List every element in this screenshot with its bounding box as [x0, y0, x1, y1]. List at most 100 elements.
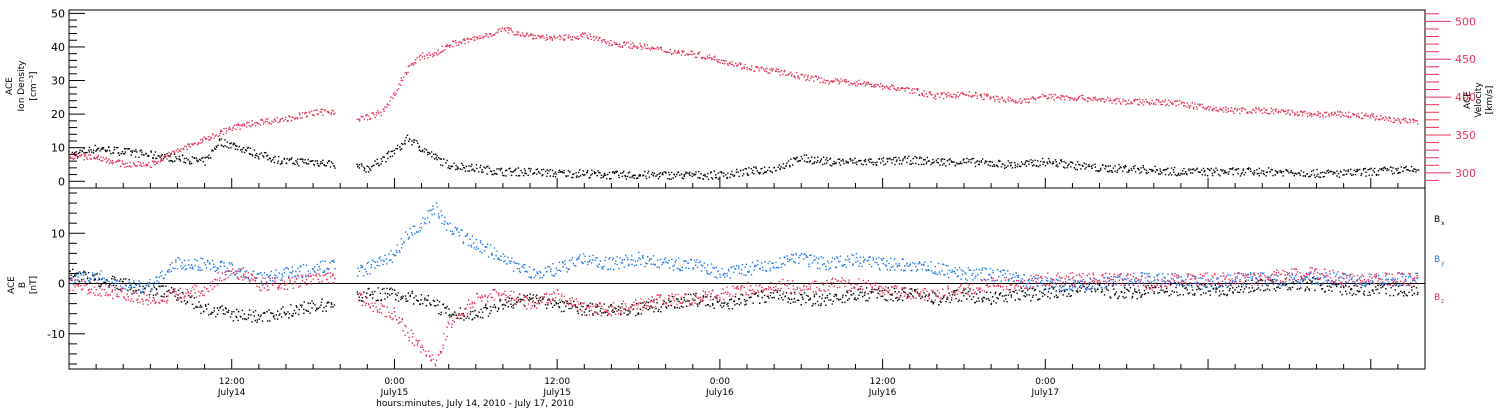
data-point: [442, 164, 444, 167]
data-point: [817, 156, 819, 158]
data-point: [91, 272, 94, 274]
data-point: [72, 268, 74, 271]
data-point: [835, 294, 837, 296]
data-point: [645, 307, 647, 310]
data-point: [1078, 286, 1081, 288]
data-point: [196, 159, 198, 161]
data-point: [1289, 113, 1291, 115]
data-point: [584, 173, 586, 176]
data-point: [811, 156, 813, 158]
data-point: [743, 274, 745, 276]
data-point: [980, 161, 983, 163]
data-point: [1306, 286, 1308, 288]
data-point: [962, 159, 964, 161]
data-point: [553, 36, 555, 38]
data-point: [111, 278, 113, 280]
data-point: [565, 175, 568, 178]
data-point: [147, 154, 150, 157]
data-point: [199, 304, 202, 307]
data-point: [299, 304, 302, 306]
data-point: [714, 296, 716, 298]
data-point: [411, 140, 413, 142]
data-point: [811, 262, 813, 264]
data-point: [112, 161, 115, 164]
data-point: [363, 169, 365, 172]
data-point: [786, 255, 788, 257]
data-point: [194, 265, 196, 267]
data-point: [677, 257, 680, 259]
data-point: [734, 295, 737, 298]
data-point: [798, 160, 800, 162]
data-point: [555, 173, 557, 175]
data-point: [314, 271, 316, 273]
data-point: [1174, 100, 1176, 102]
data-point: [386, 103, 388, 105]
data-point: [431, 213, 433, 216]
data-point: [1115, 291, 1118, 293]
data-point: [485, 306, 487, 309]
data-point: [1236, 168, 1238, 170]
data-point: [1395, 168, 1397, 170]
top-right-tick-label: 500: [1455, 15, 1476, 28]
data-point: [659, 46, 661, 49]
data-point: [1298, 172, 1300, 174]
data-point: [673, 264, 676, 266]
data-point: [937, 158, 939, 160]
data-point: [838, 158, 841, 160]
data-point: [207, 303, 210, 305]
data-point: [507, 32, 509, 34]
data-point: [148, 285, 150, 287]
data-point: [1308, 175, 1310, 178]
data-point: [132, 150, 134, 152]
data-point: [720, 59, 723, 61]
data-point: [501, 27, 503, 29]
data-point: [648, 259, 650, 262]
data-point: [779, 71, 781, 73]
data-point: [857, 83, 859, 85]
data-point: [730, 63, 732, 65]
data-point: [894, 291, 896, 293]
data-point: [702, 178, 705, 180]
data-point: [480, 37, 482, 39]
data-point: [312, 302, 315, 304]
data-point: [590, 262, 593, 264]
data-point: [272, 156, 275, 159]
data-point: [199, 306, 201, 308]
data-point: [307, 302, 309, 304]
data-point: [563, 169, 565, 172]
data-point: [249, 153, 251, 155]
data-point: [766, 67, 768, 70]
data-point: [500, 30, 502, 32]
data-point: [537, 34, 539, 37]
data-point: [1385, 288, 1387, 290]
data-point: [753, 269, 755, 271]
data-point: [243, 313, 246, 315]
data-point: [801, 253, 803, 255]
data-point: [1413, 292, 1415, 295]
data-point: [733, 271, 735, 273]
data-point: [608, 44, 610, 47]
data-point: [792, 254, 794, 256]
data-point: [1055, 165, 1057, 167]
data-point: [1101, 288, 1104, 291]
data-point: [815, 76, 817, 78]
data-point: [615, 260, 617, 262]
data-point: [768, 297, 770, 299]
data-point: [872, 291, 874, 293]
data-point: [491, 254, 494, 256]
data-point: [1058, 291, 1061, 293]
data-point: [1408, 291, 1410, 293]
data-point: [777, 68, 780, 71]
data-point: [383, 260, 385, 262]
data-point: [371, 291, 373, 293]
data-point: [1246, 112, 1248, 114]
data-point: [1134, 171, 1137, 173]
data-point: [772, 68, 774, 70]
data-point: [482, 171, 484, 173]
data-point: [428, 152, 430, 154]
data-point: [198, 301, 200, 303]
data-point: [744, 63, 746, 66]
data-point: [418, 56, 420, 58]
data-point: [849, 158, 852, 160]
data-point: [209, 139, 211, 141]
